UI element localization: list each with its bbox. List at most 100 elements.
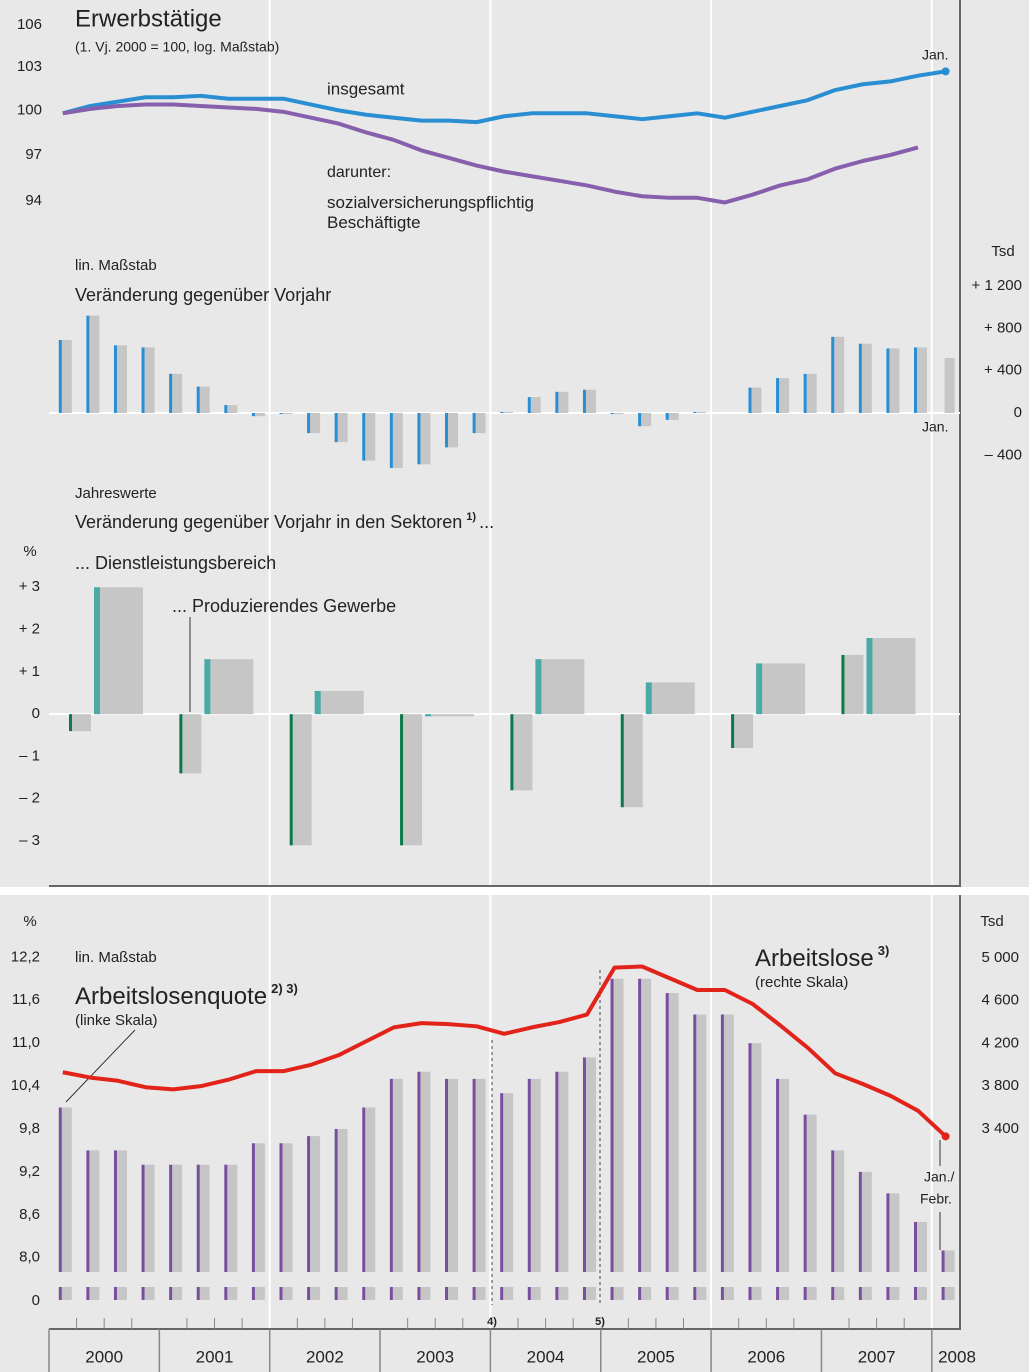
y2-tick-label: 4 600 [981, 992, 1019, 1009]
annotation: darunter: [327, 164, 391, 181]
x-tick-label: 2000 [85, 1347, 123, 1366]
bar-stub [61, 1287, 72, 1300]
bar [89, 1150, 100, 1272]
bar-stub [944, 1287, 955, 1300]
bar-stub [638, 1287, 642, 1300]
bar [282, 413, 293, 415]
bar-accent [866, 638, 873, 715]
bar-accent [289, 714, 293, 846]
bar-accent [362, 1107, 366, 1272]
bar [337, 413, 348, 443]
bar-stub [58, 1287, 62, 1300]
bar-accent [196, 1164, 200, 1272]
bar-stub [310, 1287, 321, 1300]
frame [49, 0, 961, 887]
bar [843, 654, 864, 715]
grid [49, 0, 961, 1330]
bar [503, 1093, 514, 1272]
bar [641, 978, 652, 1272]
bar-stub [527, 1287, 531, 1300]
bar-stub [389, 1287, 393, 1300]
y2-tick-label: 4 200 [981, 1034, 1019, 1051]
bar-stub [941, 1287, 945, 1300]
bar-accent [500, 411, 504, 414]
bar-accent [638, 978, 642, 1272]
bar [207, 659, 254, 715]
bar-accent [886, 1193, 890, 1272]
bar-accent [251, 413, 255, 417]
bar [869, 638, 916, 715]
bar-stub [472, 1287, 476, 1300]
bar [806, 373, 817, 414]
bar [668, 413, 679, 420]
bar [944, 1250, 955, 1272]
bar [310, 413, 321, 434]
bar-stub [420, 1287, 431, 1300]
bar [944, 357, 955, 414]
x-tick-label: 2006 [747, 1347, 785, 1366]
bar-stub [806, 1287, 817, 1300]
bar [199, 1164, 210, 1272]
unit: Tsd [980, 913, 1003, 930]
bar [172, 1164, 183, 1272]
bar-accent [914, 1221, 918, 1272]
bar-stub [858, 1287, 862, 1300]
bar-accent [748, 1043, 752, 1272]
bar-accent [914, 347, 918, 414]
bar-accent [169, 373, 173, 414]
series-label: ... Dienstleistungsbereich [75, 553, 276, 573]
y-tick-label: 100 [17, 101, 42, 118]
bar [116, 1150, 127, 1272]
y-tick-label: 11,6 [12, 991, 40, 1008]
bar-accent [362, 413, 366, 461]
bar-accent [58, 340, 62, 414]
bar-accent [555, 391, 559, 414]
bar-stub [803, 1287, 807, 1300]
bar-accent [204, 659, 211, 715]
bar-stub [831, 1287, 835, 1300]
bar [254, 413, 265, 417]
bar [61, 340, 72, 414]
bar [475, 413, 486, 434]
bar-stub [558, 1287, 569, 1300]
bar-stub [307, 1287, 311, 1300]
series-sublabel: (rechte Skala) [755, 974, 848, 991]
bar [861, 343, 872, 414]
series-label: insgesamt [327, 79, 405, 98]
bar-accent [886, 348, 890, 414]
bar-accent [389, 413, 393, 469]
bar-accent [141, 1164, 145, 1272]
bar-accent [776, 1078, 780, 1272]
bar [448, 413, 459, 448]
bar [116, 345, 127, 414]
bar-accent [472, 413, 476, 434]
bar-accent [314, 690, 321, 715]
bar-stub [530, 1287, 541, 1300]
bar-stub [503, 1287, 514, 1300]
bar [89, 315, 100, 414]
series-sublabel: (linke Skala) [75, 1012, 158, 1029]
bar [779, 378, 790, 414]
bar-stub [748, 1287, 752, 1300]
bar-accent [400, 714, 404, 846]
bar [585, 389, 596, 414]
chart-title: Erwerbstätige [75, 5, 222, 32]
bar [420, 413, 431, 465]
bar-stub [914, 1287, 918, 1300]
x-tick-label: 2001 [196, 1347, 234, 1366]
bar-stub [613, 1287, 624, 1300]
bar-accent [334, 413, 338, 443]
bar [558, 1071, 569, 1272]
bar-accent [113, 345, 117, 414]
bar [475, 1078, 486, 1272]
annotation: Febr. [920, 1191, 952, 1207]
bar-stub [282, 1287, 293, 1300]
bar [420, 1071, 431, 1272]
bar-stub [665, 1287, 669, 1300]
subtitle: (1. Vj. 2000 = 100, log. Maßstab) [75, 39, 279, 55]
bar-accent [307, 1136, 311, 1272]
annotation: Jan./ [924, 1169, 954, 1185]
bar-accent [251, 1143, 255, 1272]
series-label: Arbeitslose 3) [755, 943, 889, 972]
bar [337, 1128, 348, 1272]
